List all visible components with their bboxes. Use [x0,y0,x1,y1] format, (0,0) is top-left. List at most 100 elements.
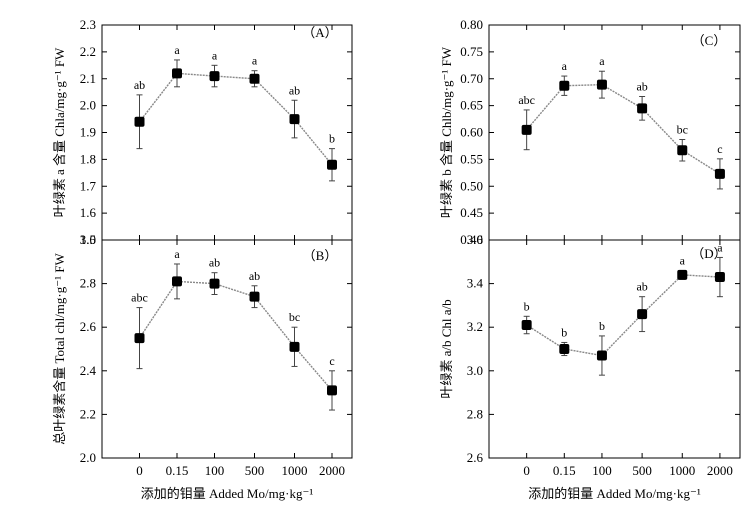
panel-d-data-point [559,344,570,354]
panel-c-ytick-label: 0.55 [460,151,483,166]
panel-d-significance-label: b [524,299,530,313]
panel-d-xtick-label: 2000 [707,463,733,478]
panel-b-letter: （B） [303,248,338,263]
panel-a-ytick-label: 2.3 [80,17,96,32]
panel-a-data-point [249,73,260,84]
panel-b-data-point [249,291,260,302]
panel-b-data-point [209,278,220,289]
panel-a-ytick-label: 2.0 [80,98,96,113]
panel-a-significance-label: ab [134,78,145,92]
panel-d-significance-label: b [561,325,567,339]
panel-d-xtick-label: 1000 [669,463,695,478]
panel-d-ytick-label: 3.2 [467,319,483,334]
panel-d-ytick-label: 2.6 [467,450,484,465]
panel-c-data-point [596,79,607,90]
panel-c-data-point [521,124,532,135]
panel-c-significance-label: c [717,142,722,156]
panel-b-xtick-label: 2000 [319,463,345,478]
panel-a-significance-label: a [212,48,218,62]
panel-a-significance-label: b [329,132,335,146]
panel-a-ytick-label: 1.7 [80,178,97,193]
panel-a-ytick-label: 2.1 [80,71,96,86]
panel-a-data-point [327,159,337,170]
panel-d-xlabel: 添加的钼量 Added Mo/mg·kg⁻¹ [528,486,701,501]
panel-b-ytick-label: 2.0 [80,450,96,465]
panel-d-xtick-label: 500 [632,463,652,478]
panel-a-significance-label: ab [289,83,300,97]
panel-a-ylabel: 叶绿素 a 含量 Chla/mg·g⁻¹ FW [52,47,67,217]
panel-b-xtick-label: 0.15 [166,463,189,478]
panel-a-ytick-label: 2.2 [80,44,96,59]
panel-d-xtick-label: 0.15 [553,463,576,478]
panel-d-letter: （D） [691,246,726,261]
panel-c-ytick-label: 0.50 [460,178,483,193]
panel-b-significance-label: bc [289,310,300,324]
panel-c-series-line [526,83,721,175]
panel-a-data-point [134,116,145,127]
panel-c-data-point [677,145,688,156]
panel-c-ytick-label: 0.40 [460,232,483,247]
panel-c-significance-label: bc [677,122,688,136]
panel-d-ylabel: 叶绿素 a/b Chl a/b [439,299,454,398]
panel-a-significance-label: a [252,54,258,68]
panel-b-significance-label: abc [131,291,148,305]
panel-a-series-line [138,72,333,166]
panel-c-data-point [714,168,725,179]
panel-d-xtick-label: 0 [523,463,530,478]
panel-d-ytick-label: 2.8 [467,406,483,421]
panel-c-ytick-label: 0.70 [460,71,483,86]
panel-b-xtick-label: 500 [245,463,265,478]
panel-b-xtick-label: 1000 [282,463,308,478]
panel-d-significance-label: b [599,319,605,333]
panel-a-data-point [172,68,182,79]
panel-c-significance-label: a [562,59,568,73]
panel-d-series-line [526,274,720,357]
panel-d-ytick-label: 3.6 [467,232,484,247]
panel-c-ylabel: 叶绿素 b 含量 Chlb/mg·g⁻¹ FW [439,46,454,218]
panel-d-data-point [521,320,532,331]
panel-a-letter: （A） [302,25,337,40]
panel-b-frame [101,239,353,459]
panel-a-ytick-label: 1.9 [80,125,96,140]
panel-d-data-point [714,272,725,283]
panel-c-data-point [559,80,570,91]
panel-b-xlabel: 添加的钼量 Added Mo/mg·kg⁻¹ [141,486,314,501]
panel-d-xtick-label: 100 [592,463,612,478]
panel-b-significance-label: a [174,247,180,261]
panel-b-ytick-label: 2.2 [80,406,96,421]
panel-b-significance-label: ab [249,269,260,283]
panel-b-ytick-label: 2.6 [80,319,97,334]
panel-c-data-point [637,103,648,114]
panel-a-ytick-label: 1.6 [80,205,97,220]
panel-c-ytick-label: 0.80 [460,17,483,32]
panel-c-ytick-label: 0.45 [460,205,483,220]
panel-a-ytick-label: 1.5 [80,232,96,247]
panel-a-ytick-label: 1.8 [80,151,96,166]
panel-b-series-line [138,280,333,391]
panel-d-data-point [596,350,607,361]
panel-a-data-point [289,114,300,125]
panel-c-letter: （C） [692,33,727,48]
panel-b-significance-label: ab [209,256,220,270]
panel-b-data-point [172,276,182,287]
panel-d-significance-label: ab [636,280,647,294]
panel-d-frame [488,239,741,459]
panel-b-xtick-label: 100 [205,463,225,478]
panel-b-ytick-label: 3.0 [80,232,96,247]
panel-c-ytick-label: 0.65 [460,98,483,113]
panel-c-ytick-label: 0.75 [460,44,483,59]
panel-c-ytick-label: 0.60 [460,125,483,140]
panel-d-data-point [637,309,648,320]
panel-b-data-point [327,385,337,396]
panel-d-significance-label: a [680,254,686,268]
panel-d-ytick-label: 3.4 [467,276,484,291]
panel-c-significance-label: a [599,54,605,68]
panel-a-data-point [209,71,220,82]
panel-c-significance-label: abc [518,93,535,107]
panel-b-ytick-label: 2.8 [80,276,96,291]
panel-a-significance-label: a [174,43,180,57]
panel-d-data-point [677,269,688,280]
panel-b-significance-label: c [329,354,334,368]
panel-b-ylabel: 总叶绿素含量 Total chl/mg·g⁻¹ FW [52,253,67,445]
